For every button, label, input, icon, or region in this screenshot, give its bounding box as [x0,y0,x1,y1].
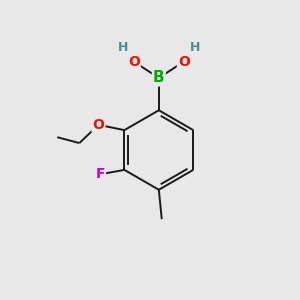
Text: F: F [95,167,105,181]
Text: H: H [190,41,200,54]
Text: B: B [153,70,165,86]
Text: O: O [128,55,140,69]
Text: H: H [117,41,128,54]
Text: O: O [178,55,190,69]
Text: O: O [93,118,104,132]
